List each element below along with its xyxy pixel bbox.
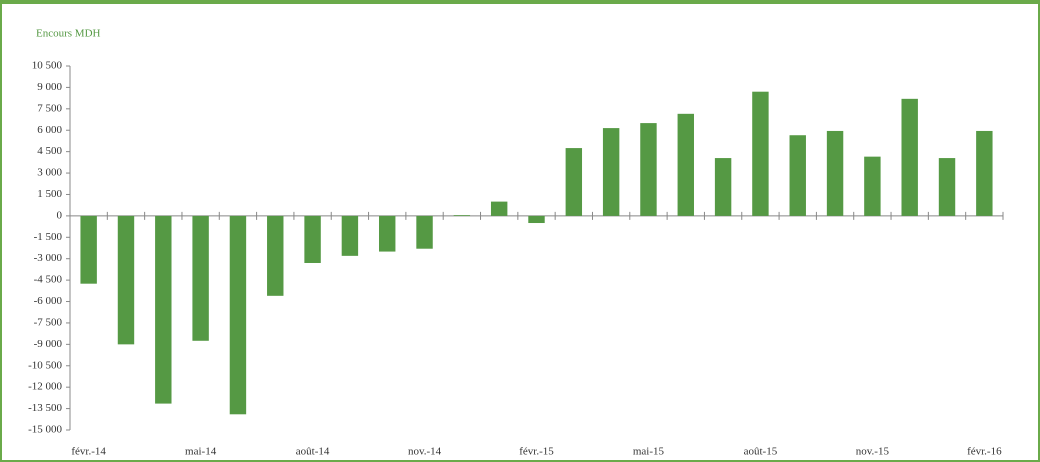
- bar: [677, 113, 694, 216]
- y-tick-label: 1 500: [37, 188, 62, 200]
- x-tick-label: févr.-14: [71, 446, 106, 458]
- bar: [565, 148, 583, 216]
- bar: [976, 130, 993, 216]
- bar: [453, 215, 471, 216]
- bar: [490, 201, 508, 216]
- y-tick-label: -7 500: [34, 316, 63, 328]
- bar: [117, 215, 135, 345]
- y-tick-label: -13 500: [28, 402, 62, 414]
- y-tick-label: 7 500: [37, 102, 62, 114]
- x-tick-label: févr.-15: [519, 446, 554, 458]
- bar: [901, 98, 918, 216]
- bar: [528, 215, 545, 224]
- y-tick-label: -1 500: [34, 231, 63, 243]
- y-tick-label: -15 000: [28, 424, 62, 436]
- x-tick-label: août-14: [296, 446, 330, 458]
- x-tick-label: nov.-14: [408, 446, 442, 458]
- bar: [192, 215, 209, 341]
- y-tick-label: -4 500: [34, 274, 63, 286]
- y-tick-label: 4 500: [37, 145, 62, 157]
- y-tick-label: 9 000: [37, 81, 62, 93]
- bar: [341, 215, 359, 256]
- bar: [826, 130, 844, 216]
- bar: [379, 215, 396, 252]
- y-tick-label: 0: [57, 209, 63, 221]
- bar: [155, 215, 172, 404]
- x-tick-label: mai-14: [185, 446, 217, 458]
- bar: [602, 128, 620, 216]
- bar: [938, 158, 956, 216]
- x-tick-label: mai-15: [633, 446, 665, 458]
- y-tick-label: -6 000: [34, 295, 63, 307]
- x-tick-label: août-15: [744, 446, 778, 458]
- y-tick-label: 3 000: [37, 167, 62, 179]
- y-tick-label: 6 000: [37, 124, 62, 136]
- y-tick-label: -12 000: [28, 381, 62, 393]
- bar: [229, 215, 247, 415]
- bar: [267, 215, 284, 296]
- y-tick-label: -9 000: [34, 338, 63, 350]
- y-tick-label: -3 000: [34, 252, 63, 264]
- x-tick-label: nov.-15: [856, 446, 890, 458]
- chart-title: Encours MDH: [36, 28, 101, 40]
- bar: [714, 158, 732, 216]
- y-tick-label: -10 500: [28, 359, 62, 371]
- bar: [304, 215, 321, 263]
- bar: [752, 91, 769, 216]
- bar: [416, 215, 433, 249]
- top-bar: [0, 0, 1040, 4]
- bar: [789, 135, 806, 216]
- y-tick-label: 10 500: [32, 60, 63, 72]
- bar: [864, 156, 881, 216]
- bar: [640, 123, 657, 216]
- x-tick-label: févr.-16: [967, 446, 1002, 458]
- bar: [80, 215, 97, 284]
